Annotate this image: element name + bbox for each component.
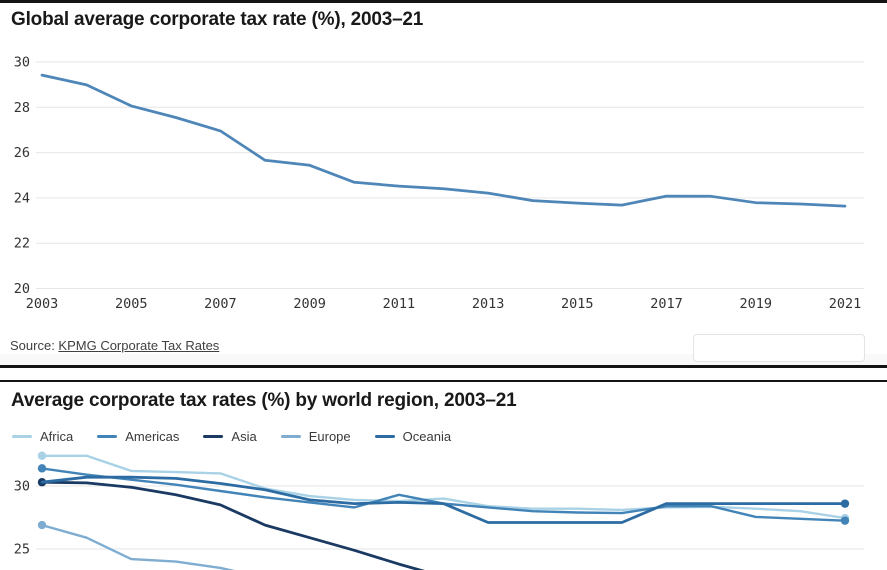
- x-tick-label: 2007: [204, 296, 237, 312]
- y-tick-label: 22: [14, 236, 30, 252]
- series-start-dot-americas: [37, 464, 47, 473]
- legend-swatch-asia-icon: [203, 435, 224, 438]
- legend-item-oceania: Oceania: [374, 429, 452, 444]
- legend-swatch-africa-icon: [12, 435, 32, 438]
- series-line-americas: [40, 467, 847, 522]
- global-chart-title: Global average corporate tax rate (%), 2…: [11, 9, 424, 30]
- source-note: Source: KPMG Corporate Tax Rates: [10, 338, 219, 353]
- faint-placeholder-box: [693, 334, 865, 362]
- series-line-asia: [40, 480, 425, 570]
- x-tick-label: 2013: [472, 296, 505, 312]
- legend-label-oceania: Oceania: [402, 429, 452, 444]
- legend-swatch-americas-icon: [97, 435, 118, 438]
- source-prefix: Source:: [10, 338, 59, 353]
- legend-label-africa: Africa: [40, 429, 74, 444]
- series-line-europe: [40, 523, 236, 570]
- legend-item-europe: Europe: [280, 429, 351, 444]
- series-end-dot-oceania: [840, 499, 850, 508]
- legend-label-europe: Europe: [308, 429, 351, 444]
- x-tick-label: 2019: [740, 296, 773, 312]
- legend-item-asia: Asia: [203, 429, 257, 444]
- series-line-global-average: [40, 73, 847, 208]
- legend-swatch-oceania-icon: [374, 435, 395, 438]
- y-tick-label: 20: [14, 281, 30, 297]
- region-chart-svg: 30 25: [14, 451, 864, 570]
- legend-label-americas: Americas: [125, 429, 180, 444]
- series-end-dot-americas: [840, 516, 850, 525]
- legend-label-asia: Asia: [231, 429, 257, 444]
- x-tick-label: 2021: [829, 296, 862, 312]
- y-tick-label: 26: [14, 145, 30, 161]
- y-tick-label: 24: [14, 190, 30, 206]
- card2-top-border: [0, 380, 887, 382]
- card1-bottom-border: [0, 365, 887, 368]
- card1-footer-strip: [0, 354, 887, 365]
- card1-top-border: [0, 0, 887, 3]
- x-tick-label: 2015: [561, 296, 594, 312]
- y-tick-label: 30: [14, 55, 30, 71]
- series-line-oceania: [40, 475, 847, 524]
- legend-swatch-europe-icon: [280, 435, 301, 438]
- x-tick-label: 2005: [115, 296, 148, 312]
- region-chart-title: Average corporate tax rates (%) by world…: [11, 390, 517, 411]
- series-start-dot-europe: [37, 520, 47, 530]
- legend-item-africa: Africa: [12, 429, 73, 444]
- x-tick-label: 2017: [650, 296, 683, 312]
- x-tick-label: 2003: [26, 296, 59, 312]
- y-tick-label: 28: [14, 100, 30, 116]
- y-tick-label: 25: [14, 542, 30, 558]
- x-tick-label: 2011: [383, 296, 416, 312]
- legend-item-americas: Americas: [97, 429, 179, 444]
- x-tick-label: 2009: [293, 296, 326, 312]
- source-link[interactable]: KPMG Corporate Tax Rates: [58, 338, 220, 353]
- region-chart-legend: Africa Americas Asia Europe Oceania: [12, 429, 451, 444]
- series-start-dot-africa: [37, 451, 47, 460]
- y-tick-label: 30: [14, 479, 30, 495]
